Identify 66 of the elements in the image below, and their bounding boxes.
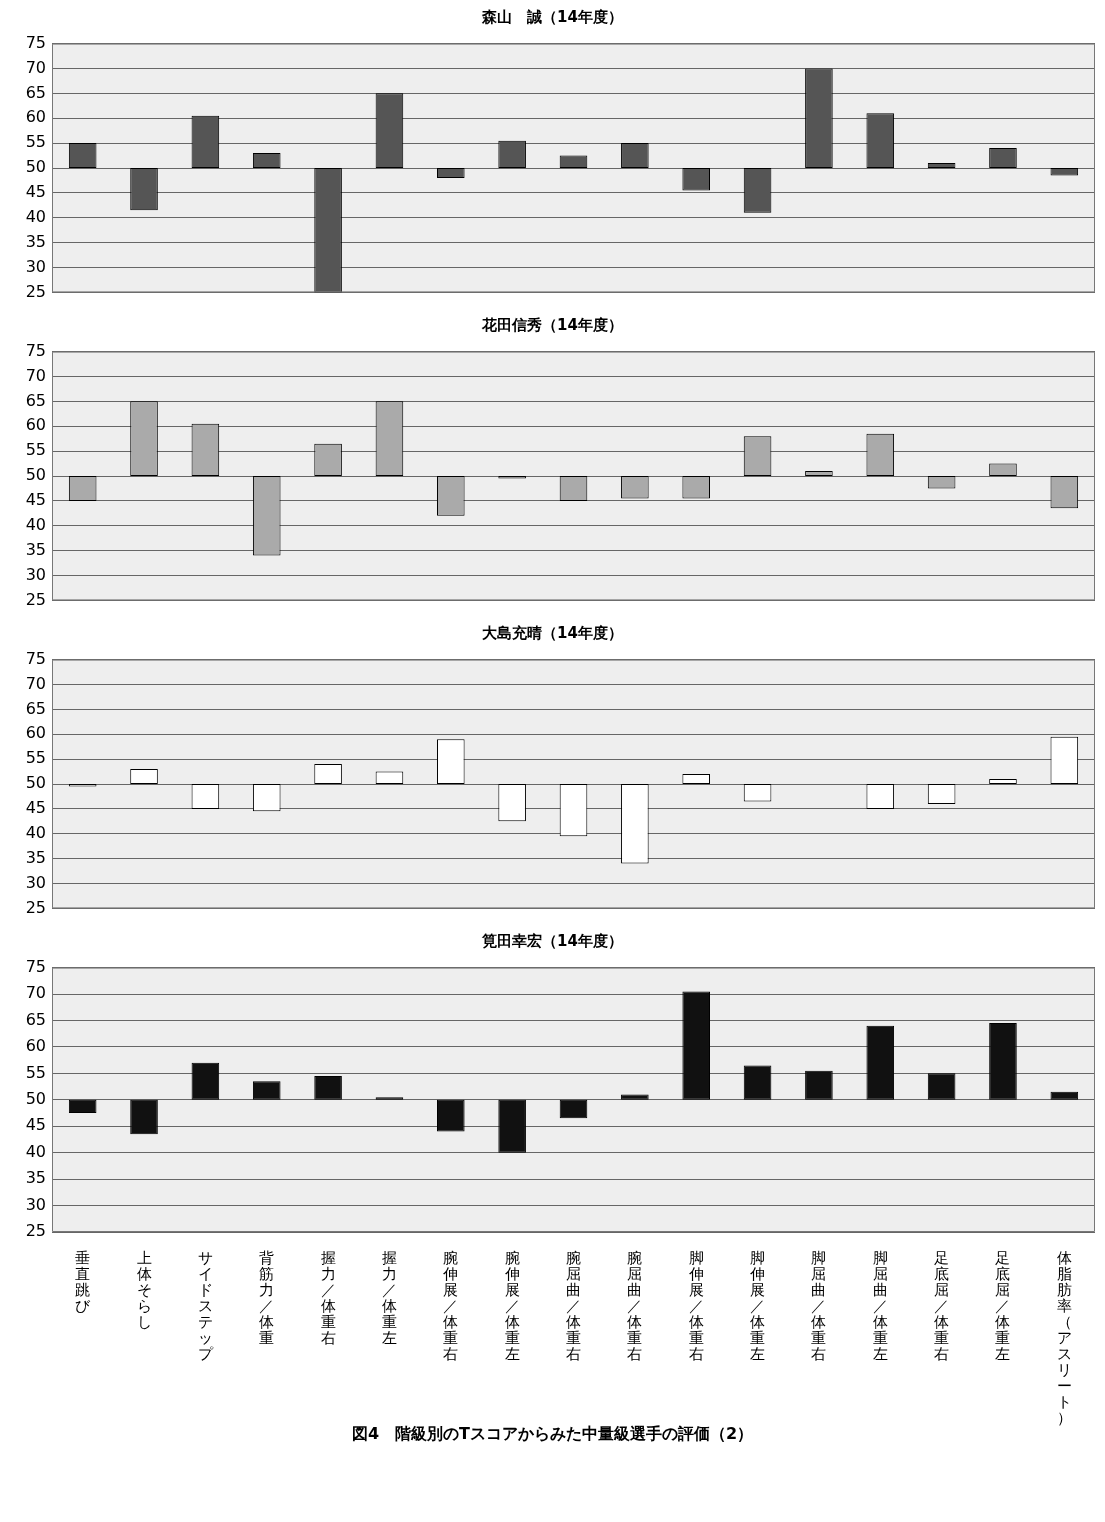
chart-title: 大島充晴（14年度） bbox=[481, 623, 624, 644]
y-tick-label: 30 bbox=[25, 872, 46, 892]
x-tick-label: 脚屈曲／体重左 bbox=[872, 1249, 889, 1363]
x-tick-label: 足底屈／体重左 bbox=[994, 1249, 1011, 1363]
y-tick-label: 25 bbox=[25, 589, 46, 609]
x-tick-label: 垂直跳び bbox=[74, 1249, 91, 1315]
y-tick-label: 50 bbox=[25, 773, 46, 793]
x-tick-label: 背筋力／体重 bbox=[258, 1249, 275, 1347]
y-tick-label: 60 bbox=[25, 723, 46, 743]
x-tick-label: 脚屈曲／体重右 bbox=[810, 1249, 827, 1363]
y-tick-label: 45 bbox=[25, 798, 46, 818]
y-tick-label: 75 bbox=[25, 648, 46, 668]
chart-title: 花田信秀（14年度） bbox=[481, 315, 624, 336]
y-tick-label: 75 bbox=[25, 956, 46, 976]
x-tick-label: 足底屈／体重右 bbox=[933, 1249, 950, 1363]
y-tick-label: 30 bbox=[25, 1194, 46, 1214]
y-tick-label: 40 bbox=[25, 1141, 46, 1161]
y-tick-label: 60 bbox=[25, 1036, 46, 1056]
y-tick-label: 70 bbox=[25, 983, 46, 1003]
x-tick-label: サイドステップ bbox=[197, 1249, 214, 1363]
y-tick-label: 60 bbox=[25, 107, 46, 127]
y-tick-label: 45 bbox=[25, 490, 46, 510]
y-tick-label: 55 bbox=[25, 440, 46, 460]
y-tick-label: 75 bbox=[25, 32, 46, 52]
y-tick-label: 70 bbox=[25, 57, 46, 77]
y-tick-label: 50 bbox=[25, 465, 46, 485]
x-tick-label: 腕伸展／体重左 bbox=[504, 1249, 521, 1363]
y-tick-label: 30 bbox=[25, 256, 46, 276]
y-tick-label: 55 bbox=[25, 132, 46, 152]
y-tick-label: 25 bbox=[25, 1221, 46, 1241]
y-tick-label: 35 bbox=[25, 539, 46, 559]
y-tick-label: 65 bbox=[25, 698, 46, 718]
y-tick-label: 55 bbox=[25, 748, 46, 768]
y-tick-label: 70 bbox=[25, 365, 46, 385]
y-tick-label: 55 bbox=[25, 1062, 46, 1082]
y-tick-label: 35 bbox=[25, 847, 46, 867]
x-tick-label: 脚伸展／体重右 bbox=[688, 1249, 705, 1363]
caption: 図4 階級別のTスコアからみた中量級選手の評価（2） bbox=[351, 1424, 754, 1443]
y-tick-label: 50 bbox=[25, 157, 46, 177]
x-tick-label: 腕伸展／体重右 bbox=[442, 1249, 459, 1363]
x-tick-label: 握力／体重右 bbox=[320, 1249, 337, 1347]
chart-title: 筧田幸宏（14年度） bbox=[481, 931, 624, 952]
y-tick-label: 35 bbox=[25, 1168, 46, 1188]
y-tick-label: 45 bbox=[25, 182, 46, 202]
x-tick-label: 腕屈曲／体重右 bbox=[565, 1249, 582, 1363]
y-tick-label: 25 bbox=[25, 281, 46, 301]
y-tick-label: 40 bbox=[25, 514, 46, 534]
y-tick-label: 75 bbox=[25, 340, 46, 360]
y-tick-label: 25 bbox=[25, 897, 46, 917]
x-tick-label: 脚伸展／体重左 bbox=[749, 1249, 766, 1363]
y-tick-label: 45 bbox=[25, 1115, 46, 1135]
y-tick-label: 40 bbox=[25, 822, 46, 842]
y-tick-label: 70 bbox=[25, 673, 46, 693]
y-tick-label: 50 bbox=[25, 1088, 46, 1108]
y-tick-label: 65 bbox=[25, 390, 46, 410]
y-tick-label: 30 bbox=[25, 564, 46, 584]
x-tick-label: 腕屈曲／体重右 bbox=[626, 1249, 643, 1363]
chart-title: 森山 誠（14年度） bbox=[481, 7, 624, 28]
y-tick-label: 60 bbox=[25, 415, 46, 435]
category-label: 体脂肪率（アスリート） bbox=[1056, 1249, 1072, 1427]
y-tick-label: 65 bbox=[25, 82, 46, 102]
y-tick-label: 40 bbox=[25, 206, 46, 226]
y-tick-label: 35 bbox=[25, 231, 46, 251]
x-tick-label: 握力／体重左 bbox=[381, 1249, 398, 1347]
x-tick-label: 上体そらし bbox=[136, 1249, 153, 1331]
y-tick-label: 65 bbox=[25, 1009, 46, 1029]
